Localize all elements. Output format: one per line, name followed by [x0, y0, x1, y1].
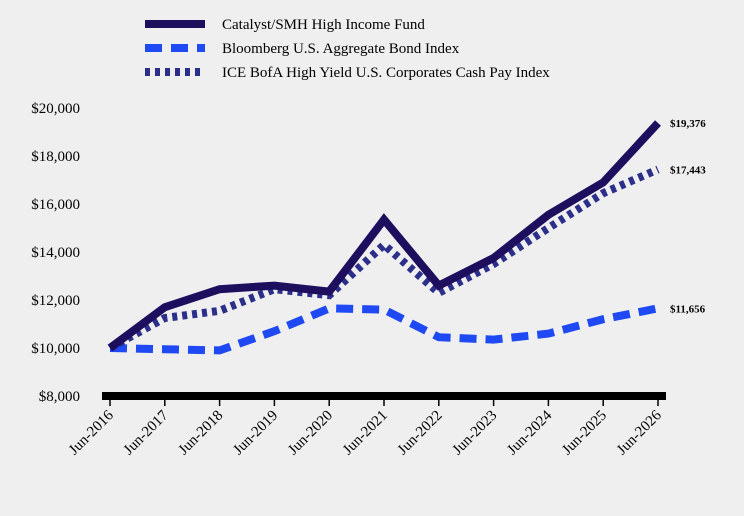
series-line-aggregate-bond: [109, 304, 659, 355]
y-tick-label: $18,000: [31, 149, 80, 165]
end-labels: $19,376 $11,656 $17,443: [670, 118, 706, 315]
x-tick-label: Jun-2019: [230, 408, 281, 459]
legend-label-high-yield: ICE BofA High Yield U.S. Corporates Cash…: [222, 65, 550, 81]
series-layer: [107, 120, 661, 355]
x-tick-label: Jun-2026: [614, 407, 665, 458]
x-tick-label: Jun-2021: [340, 408, 391, 459]
legend: Catalyst/SMH High Income Fund Bloomberg …: [145, 17, 550, 81]
x-tick-label: Jun-2023: [450, 408, 501, 459]
legend-label-fund: Catalyst/SMH High Income Fund: [222, 17, 425, 33]
y-tick-label: $12,000: [31, 293, 80, 309]
x-tick-label: Jun-2020: [285, 408, 336, 459]
series-line-fund: [107, 120, 661, 352]
y-axis: $8,000 $10,000 $12,000 $14,000 $16,000 $18,00…: [31, 101, 80, 405]
x-tick-label: Jun-2025: [559, 408, 610, 459]
x-axis: Jun-2016 Jun-2017 Jun-2018 Jun-2019 Jun-2020…: [66, 392, 666, 458]
y-tick-label: $14,000: [31, 245, 80, 261]
x-tick-label: Jun-2016: [66, 407, 117, 458]
x-axis-line: [102, 392, 666, 400]
x-tick-label: Jun-2018: [176, 408, 227, 459]
x-tick-label: Jun-2022: [395, 408, 446, 459]
y-tick-label: $8,000: [39, 389, 80, 405]
end-label-fund: $19,376: [670, 118, 706, 130]
y-tick-label: $20,000: [31, 101, 80, 117]
x-tick-label: Jun-2024: [504, 407, 555, 458]
legend-label-aggregate-bond: Bloomberg U.S. Aggregate Bond Index: [222, 41, 460, 57]
y-tick-label: $10,000: [31, 341, 80, 357]
y-tick-label: $16,000: [31, 197, 80, 213]
end-label-high-yield: $17,443: [670, 164, 706, 176]
end-label-aggregate-bond: $11,656: [670, 303, 706, 315]
x-tick-label: Jun-2017: [121, 407, 172, 458]
